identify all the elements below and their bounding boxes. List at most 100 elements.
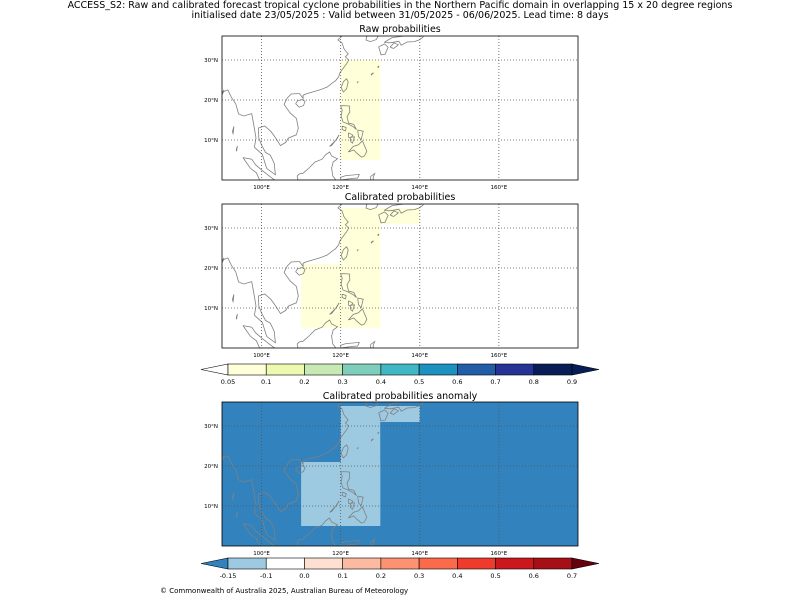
map-panel-1: 100°E 120°E 140°E 160°E 10°N 20°N 30°N: [204, 35, 579, 191]
colorbar-under-extension: [200, 363, 229, 376]
coastline: [383, 204, 424, 214]
coastline: [296, 517, 339, 546]
coastline: [340, 444, 349, 459]
map-background: [222, 402, 578, 546]
coastline: [377, 431, 380, 435]
colorbar-segment: [304, 363, 343, 376]
colorbar-segment: [342, 363, 382, 376]
coastline: [340, 105, 357, 130]
colorbar-tick-label: 0.6: [529, 572, 539, 580]
coastline: [295, 465, 306, 474]
probability-region-3: [380, 406, 420, 422]
probability-region-3: [380, 208, 420, 224]
colorbar-tick-label: 0.5: [490, 572, 500, 580]
colorbar-segment: [495, 363, 535, 376]
colorbar-segment: [457, 557, 496, 570]
colorbar-segment: [533, 363, 573, 376]
lat-tick-label: 10°N: [204, 504, 218, 510]
colorbar-under-extension: [200, 557, 229, 570]
colorbar-over-extension: [571, 557, 600, 570]
map-frame: [221, 203, 579, 349]
coastline: [350, 304, 356, 312]
coastline: [365, 204, 379, 211]
map-panel-2: 100°E 120°E 140°E 160°E 10°N 20°N 30°N: [204, 203, 579, 359]
probability-colorbar: 0.05 0.1 0.2 0.3 0.4 0.5 0.6 0.7 0.8 0.9: [200, 363, 600, 386]
coastline: [340, 341, 360, 348]
lat-tick-label: 30°N: [204, 424, 218, 430]
colorbar-tick-label: 0.2: [299, 378, 309, 386]
coastline: [365, 402, 379, 409]
coastline: [340, 471, 357, 496]
colorbar-segment: [304, 557, 343, 570]
coastline: [378, 43, 389, 56]
lon-tick-label: 140°E: [411, 551, 428, 557]
anomaly-colorbar: -0.15 -0.1 0.0 0.1 0.2 0.3 0.4 0.5 0.6 0.7: [200, 557, 600, 580]
region-layer: [340, 60, 381, 160]
lon-tick-label: 160°E: [491, 551, 508, 557]
map-frame: [221, 401, 579, 547]
colorbar-tick-label: 0.9: [567, 378, 577, 386]
coastline: [329, 302, 340, 315]
lon-tick-label: 120°E: [332, 353, 349, 359]
coastline: [340, 173, 360, 180]
coastline: [242, 325, 276, 348]
lat-tick-label: 30°N: [204, 226, 218, 232]
coastline: [365, 36, 379, 43]
coastline: [389, 408, 400, 415]
colorbar-tick-label: 0.7: [567, 572, 577, 580]
coastline: [370, 72, 374, 76]
coastline: [231, 126, 235, 135]
map-background: [222, 36, 578, 180]
coastline: [231, 492, 235, 501]
map-background: [222, 204, 578, 348]
colorbar-tick-label: 0.1: [261, 378, 271, 386]
coastline: [340, 539, 360, 546]
coastline: [383, 36, 424, 46]
coastline: [378, 211, 389, 224]
coastline: [347, 140, 368, 158]
colorbar-tick-label: 0.3: [337, 378, 347, 386]
colorbar-segment: [418, 557, 458, 570]
coastline: [242, 157, 276, 180]
lon-tick-label: 100°E: [253, 551, 270, 557]
lon-tick-label: 160°E: [491, 185, 508, 191]
coastline: [370, 240, 374, 244]
coastline: [341, 293, 347, 300]
gridlines: [222, 204, 578, 348]
coastline: [235, 313, 238, 320]
coastline: [340, 246, 349, 261]
colorbar-tick-label: 0.2: [376, 572, 386, 580]
coastline: [235, 145, 238, 152]
colorbar-segment: [533, 557, 573, 570]
coastline: [350, 502, 356, 510]
colorbar-segment: [265, 363, 305, 376]
coastline: [356, 447, 360, 450]
colorbar-segment: [418, 363, 458, 376]
coastline: [383, 402, 424, 412]
coastline: [357, 495, 364, 507]
coastline: [356, 81, 360, 84]
panel-title-raw: Raw probabilities: [359, 24, 441, 35]
coastline: [370, 538, 376, 546]
coastline: [341, 125, 347, 132]
panel-title-calibrated: Calibrated probabilities: [344, 192, 456, 203]
colorbar-tick-label: 0.0: [299, 572, 309, 580]
lat-tick-label: 20°N: [204, 98, 218, 104]
coastline: [370, 172, 376, 180]
coastline: [329, 500, 340, 513]
figure-title-line-1: ACCESS_S2: Raw and calibrated forecast t…: [67, 0, 733, 11]
coastline: [347, 506, 368, 524]
coastline: [296, 151, 339, 180]
coastline: [296, 319, 339, 348]
coastline: [370, 438, 374, 442]
lon-tick-label: 140°E: [411, 185, 428, 191]
colorbar-segment: [227, 363, 267, 376]
lat-tick-label: 20°N: [204, 464, 218, 470]
coastline: [340, 273, 357, 298]
panel-title-anomaly: Calibrated probabilities anomaly: [322, 391, 478, 402]
map-panel-3: 100°E 120°E 140°E 160°E 10°N 20°N 30°N: [204, 401, 579, 557]
colorbar-tick-label: 0.8: [529, 378, 539, 386]
coastline: [350, 136, 356, 144]
lat-tick-label: 30°N: [204, 58, 218, 64]
colorbar-segment: [265, 557, 305, 570]
